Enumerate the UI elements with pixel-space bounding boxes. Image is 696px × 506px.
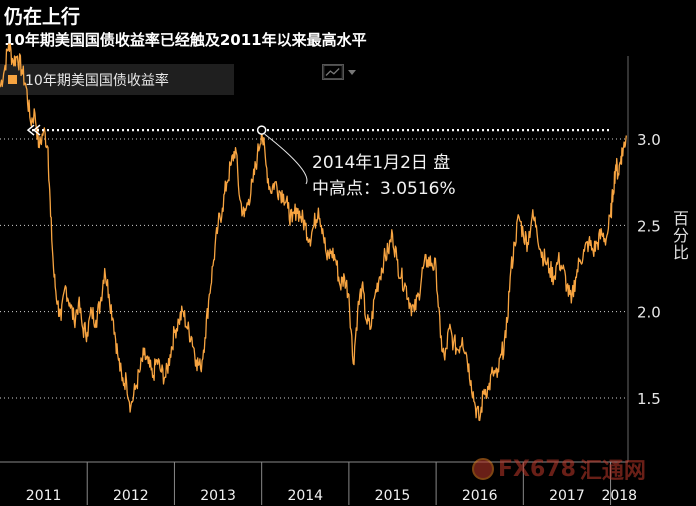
- x-tick-label: 2012: [113, 488, 149, 504]
- x-tick-label: 2011: [26, 488, 62, 504]
- chart-type-button[interactable]: [322, 60, 364, 84]
- y-axis-label: 百分比: [670, 210, 689, 261]
- line-chart-icon: [322, 64, 344, 80]
- legend-swatch: [8, 75, 17, 84]
- highlight-point: [256, 125, 267, 135]
- y-tick-label: 2.5: [637, 217, 661, 235]
- annotation-text-value: 中高点：3.0516%: [312, 179, 456, 199]
- watermark-text-cn: 汇通网: [579, 459, 646, 484]
- arrow-left-icon: [32, 124, 41, 136]
- watermark: FX678 汇通网: [472, 452, 646, 486]
- x-tick-label: 2015: [375, 488, 411, 504]
- y-tick-label: 2.0: [637, 304, 661, 322]
- x-tick-label: 2016: [462, 488, 498, 504]
- annotation-leader-line: [264, 133, 308, 185]
- fx678-logo-icon: [472, 458, 494, 480]
- legend-label: 10年期美国国债收益率: [25, 72, 169, 89]
- y-tick-label: 1.5: [637, 390, 661, 408]
- chart-title: 仍在上行: [4, 6, 81, 28]
- chart-subtitle: 10年期美国国债收益率已经触及2011年以来最高水平: [4, 31, 367, 49]
- chevron-down-icon: [348, 69, 356, 75]
- watermark-text: FX678: [498, 456, 576, 482]
- series-line: [0, 43, 627, 422]
- x-tick-label: 2013: [200, 488, 236, 504]
- y-tick-label: 3.0: [637, 131, 661, 149]
- arrow-left-icon: [26, 124, 35, 136]
- annotation-text-date: 2014年1月2日 盘: [312, 153, 451, 173]
- chart-legend[interactable]: 10年期美国国债收益率: [0, 64, 234, 95]
- x-tick-label: 2018: [601, 488, 637, 504]
- x-tick-label: 2014: [287, 488, 323, 504]
- x-tick-label: 2017: [549, 488, 585, 504]
